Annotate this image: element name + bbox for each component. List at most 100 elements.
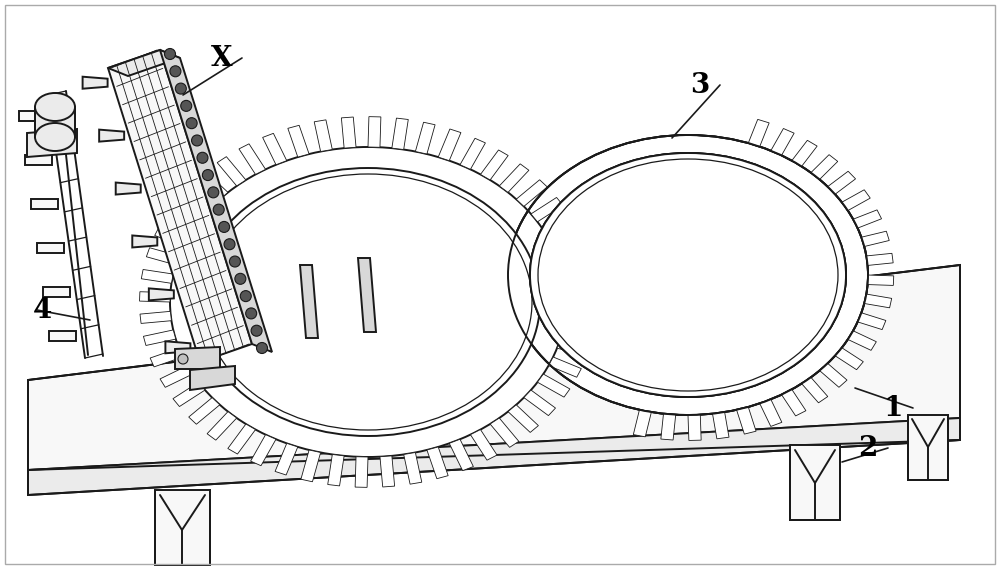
Polygon shape (858, 313, 886, 329)
Polygon shape (516, 180, 547, 207)
Polygon shape (368, 117, 381, 147)
Circle shape (246, 308, 257, 319)
Polygon shape (31, 199, 58, 209)
Polygon shape (760, 399, 782, 426)
Polygon shape (449, 439, 473, 471)
Polygon shape (392, 118, 408, 150)
Ellipse shape (196, 168, 540, 436)
Polygon shape (275, 443, 298, 475)
Ellipse shape (35, 123, 75, 151)
Ellipse shape (508, 135, 868, 415)
Circle shape (256, 343, 268, 353)
Polygon shape (557, 339, 590, 356)
Polygon shape (848, 331, 876, 351)
Polygon shape (560, 258, 593, 274)
Polygon shape (633, 410, 651, 437)
Polygon shape (790, 445, 840, 520)
Polygon shape (166, 207, 199, 230)
Polygon shape (143, 330, 176, 345)
Polygon shape (358, 258, 376, 332)
Polygon shape (427, 447, 448, 479)
Polygon shape (160, 50, 272, 352)
Polygon shape (566, 302, 596, 312)
Circle shape (229, 256, 240, 267)
Polygon shape (175, 347, 220, 369)
Text: 2: 2 (858, 435, 878, 461)
Polygon shape (140, 311, 171, 323)
Polygon shape (553, 237, 586, 256)
Ellipse shape (530, 153, 846, 397)
Text: 4: 4 (32, 296, 52, 324)
Text: X: X (211, 44, 233, 72)
Circle shape (208, 187, 219, 198)
Polygon shape (108, 50, 252, 362)
Circle shape (224, 239, 235, 250)
Polygon shape (314, 120, 332, 151)
Polygon shape (140, 292, 170, 302)
Polygon shape (438, 129, 461, 160)
Polygon shape (480, 150, 508, 180)
Polygon shape (132, 236, 157, 248)
Polygon shape (198, 172, 228, 199)
Polygon shape (217, 156, 246, 186)
Ellipse shape (35, 93, 75, 121)
Polygon shape (160, 366, 193, 387)
Polygon shape (25, 155, 52, 165)
Ellipse shape (508, 135, 868, 415)
Polygon shape (28, 265, 960, 470)
Polygon shape (27, 129, 77, 157)
Polygon shape (835, 348, 863, 370)
Polygon shape (811, 155, 838, 179)
Polygon shape (300, 265, 318, 338)
Polygon shape (853, 210, 882, 228)
Polygon shape (149, 288, 174, 300)
Polygon shape (301, 450, 321, 482)
Polygon shape (563, 321, 595, 335)
Polygon shape (565, 281, 596, 292)
Polygon shape (543, 217, 576, 238)
Ellipse shape (508, 135, 868, 415)
Polygon shape (251, 435, 276, 465)
Text: 1: 1 (883, 394, 903, 422)
Polygon shape (737, 407, 756, 434)
Polygon shape (782, 389, 806, 416)
Polygon shape (146, 248, 179, 265)
Polygon shape (748, 119, 769, 147)
Polygon shape (49, 331, 76, 341)
Polygon shape (263, 133, 287, 165)
Polygon shape (549, 357, 581, 377)
Polygon shape (99, 130, 124, 142)
Polygon shape (341, 117, 356, 148)
Circle shape (219, 221, 230, 233)
Ellipse shape (530, 153, 846, 397)
Polygon shape (470, 430, 497, 460)
Circle shape (164, 48, 176, 60)
Polygon shape (355, 457, 368, 488)
Circle shape (186, 118, 197, 129)
Polygon shape (820, 364, 847, 387)
Polygon shape (404, 452, 422, 484)
Circle shape (202, 170, 213, 180)
Polygon shape (43, 287, 70, 297)
Polygon shape (842, 190, 870, 211)
Polygon shape (108, 50, 180, 76)
Polygon shape (531, 197, 563, 222)
Ellipse shape (538, 159, 838, 391)
Polygon shape (180, 188, 212, 214)
Polygon shape (828, 171, 856, 194)
Polygon shape (228, 424, 256, 454)
Polygon shape (499, 164, 529, 192)
Circle shape (175, 83, 186, 94)
Polygon shape (155, 227, 187, 247)
Circle shape (213, 204, 224, 215)
Polygon shape (165, 341, 190, 353)
Polygon shape (37, 243, 64, 253)
Polygon shape (508, 405, 538, 432)
Polygon shape (415, 122, 435, 154)
Ellipse shape (204, 174, 532, 430)
Polygon shape (83, 77, 108, 89)
Polygon shape (207, 411, 237, 440)
Polygon shape (28, 418, 960, 495)
Ellipse shape (538, 159, 838, 391)
Polygon shape (141, 270, 173, 283)
